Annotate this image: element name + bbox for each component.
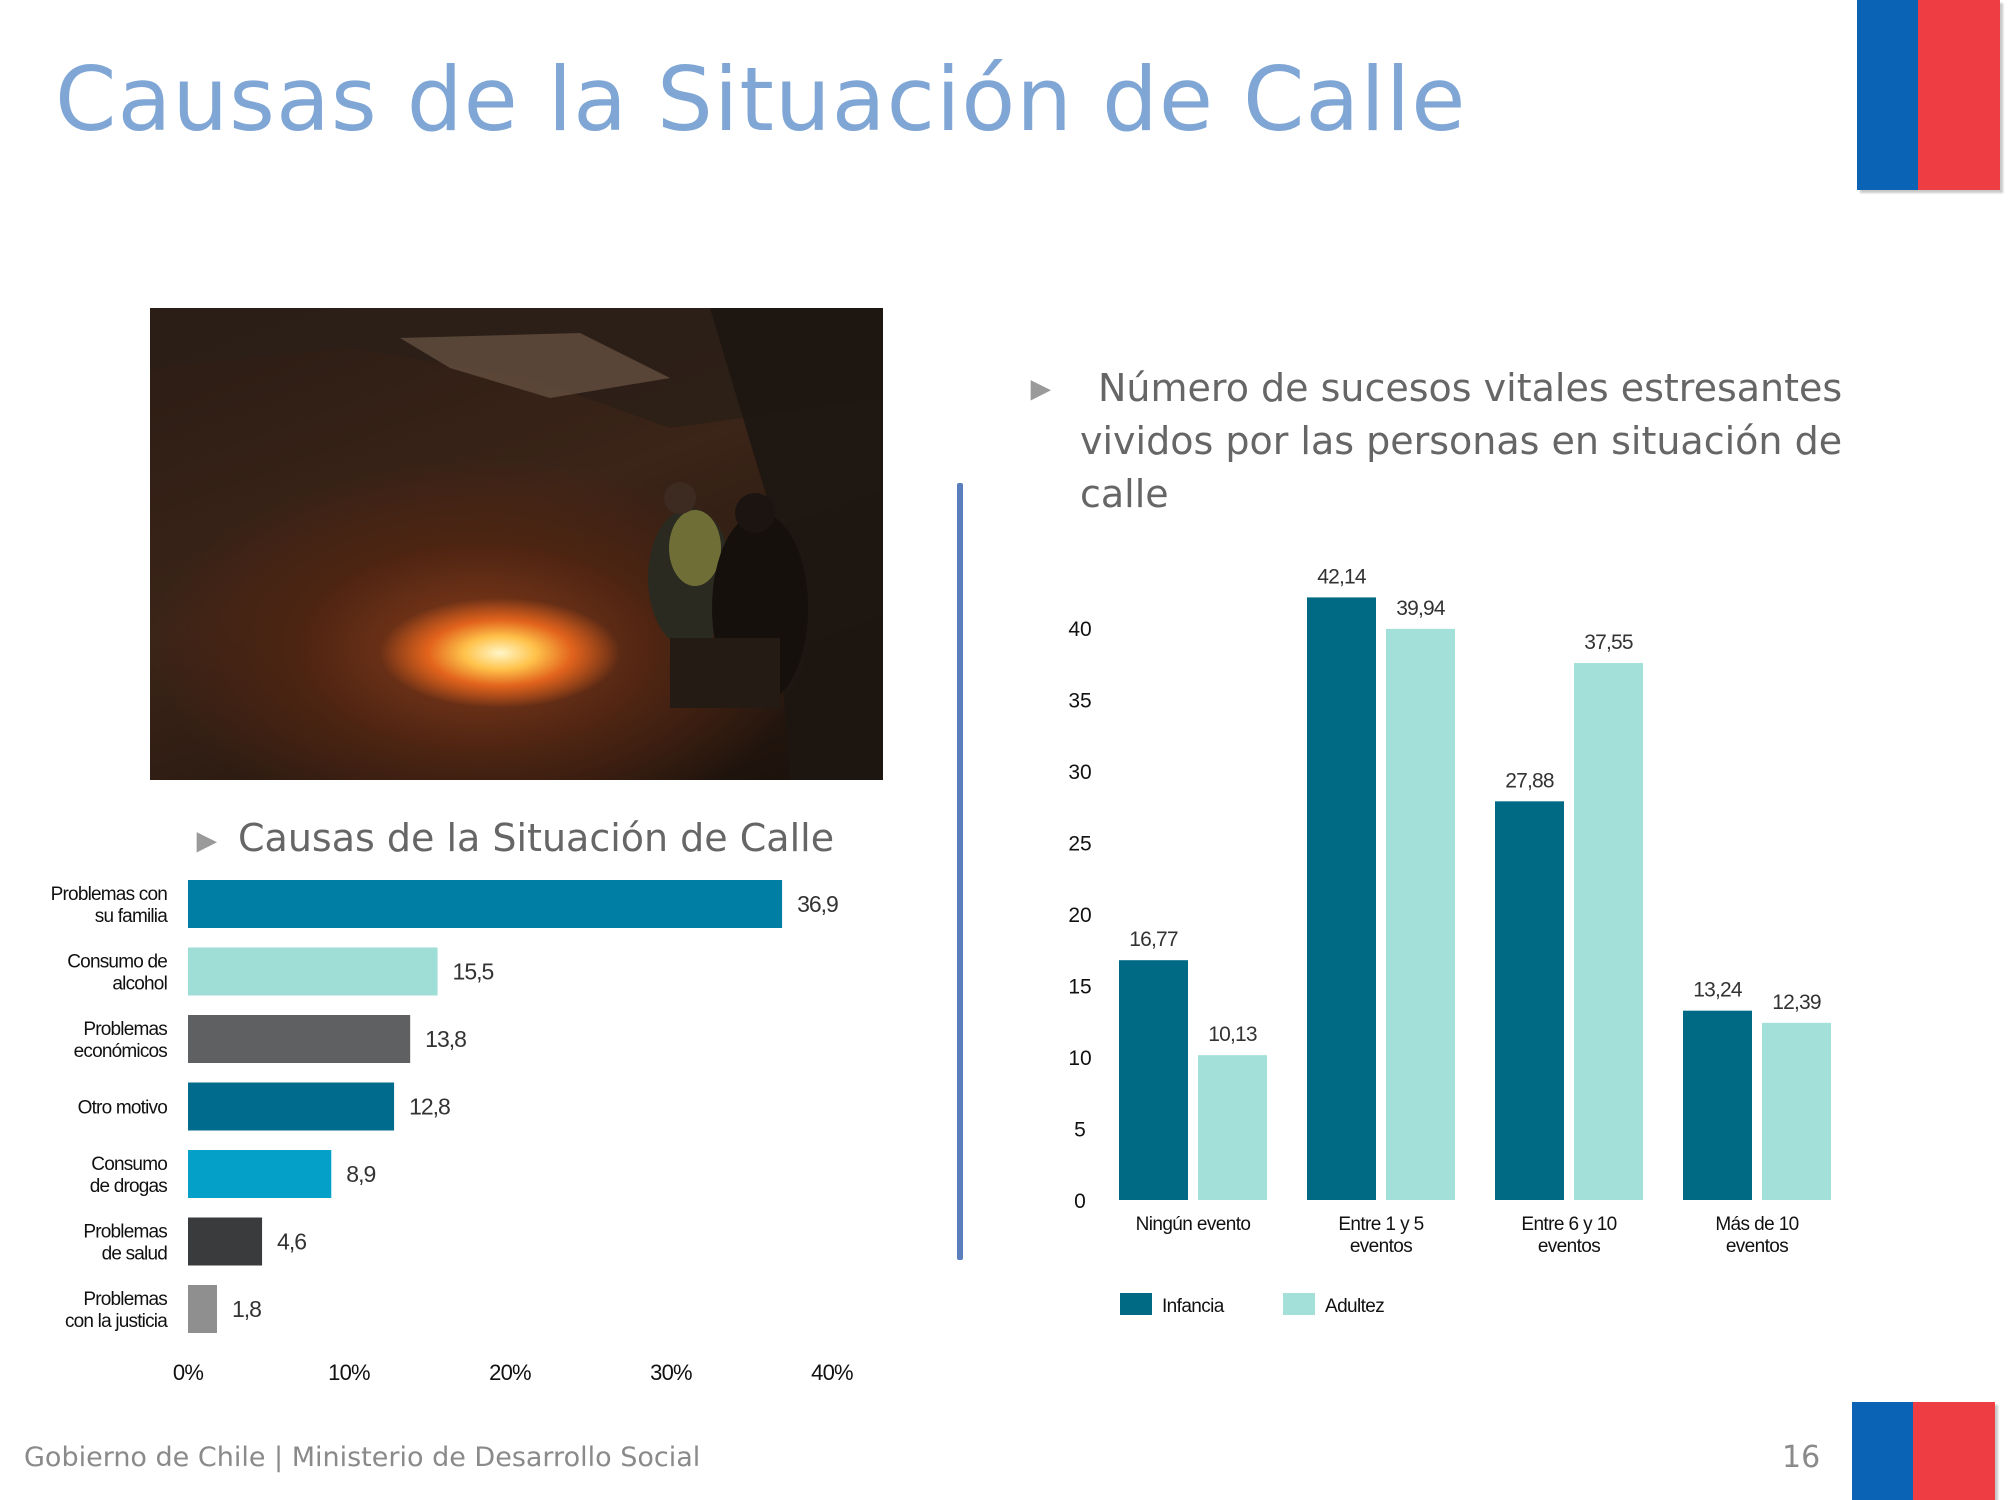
causes-bar-4 xyxy=(188,1150,332,1198)
causes-category-label-3-0: Otro motivo xyxy=(78,1098,168,1119)
legend-label-infancia: Infancia xyxy=(1162,1296,1225,1317)
events-y-tick-8: 40 xyxy=(1068,618,1091,641)
footer-text: Gobierno de Chile | Ministerio de Desarr… xyxy=(24,1442,701,1473)
causes-value-label-1: 15,5 xyxy=(453,959,494,985)
events-y-tick-2: 10 xyxy=(1068,1047,1091,1070)
events-value-label-adultez-0: 10,13 xyxy=(1208,1023,1257,1046)
events-y-tick-5: 25 xyxy=(1068,833,1091,856)
events-value-label-adultez-2: 37,55 xyxy=(1584,631,1633,654)
causes-category-label-5-0: Problemas xyxy=(83,1222,167,1243)
right-chart-subtitle: Número de sucesos vitales estresantes vi… xyxy=(1080,362,1843,521)
life-events-bar-chart: 0 5 10 15 20 25 30 35 40 16,77 10,13 Ningún evento 4… xyxy=(1068,565,1831,1317)
events-y-tick-0: 0 xyxy=(1074,1190,1086,1213)
events-category-label-2-1: eventos xyxy=(1538,1236,1600,1257)
causes-category-label-4-1: de drogas xyxy=(90,1176,168,1197)
right-subtitle-line-3: calle xyxy=(1080,472,1169,516)
events-value-label-infancia-3: 13,24 xyxy=(1693,979,1743,1002)
causes-category-label-4-0: Consumo xyxy=(91,1154,167,1175)
photo-scene xyxy=(150,308,883,780)
right-subtitle-line-2: vividos por las personas en situación de xyxy=(1080,419,1843,463)
events-category-label-1-0: Entre 1 y 5 xyxy=(1338,1214,1423,1235)
events-value-label-adultez-3: 12,39 xyxy=(1772,991,1821,1014)
events-category-label-2-0: Entre 6 y 10 xyxy=(1521,1214,1616,1235)
events-y-tick-1: 5 xyxy=(1074,1119,1086,1142)
causes-value-label-4: 8,9 xyxy=(346,1161,375,1187)
events-bar-adultez-0 xyxy=(1198,1055,1267,1200)
page-number: 16 xyxy=(1782,1440,1821,1475)
causes-category-label-0-0: Problemas con xyxy=(51,884,168,905)
events-category-label-3-1: eventos xyxy=(1726,1236,1788,1257)
left-chart-subtitle: Causas de la Situación de Calle xyxy=(238,816,835,860)
causes-category-label-6-1: con la justicia xyxy=(65,1311,168,1332)
events-y-tick-6: 30 xyxy=(1068,761,1091,784)
causes-value-label-6: 1,8 xyxy=(232,1296,261,1322)
causes-x-tick-1: 10% xyxy=(328,1360,370,1385)
street-photo xyxy=(150,308,883,780)
events-category-label-3-0: Más de 10 xyxy=(1715,1214,1798,1235)
events-y-tick-3: 15 xyxy=(1068,976,1091,999)
events-value-label-infancia-0: 16,77 xyxy=(1129,928,1178,951)
right-subtitle-arrow-icon: ► xyxy=(1024,370,1058,408)
events-bar-adultez-1 xyxy=(1386,628,1455,1200)
page-title: Causas de la Situación de Calle xyxy=(55,48,1467,151)
causes-category-label-0-1: su familia xyxy=(95,906,168,927)
events-bar-infancia-0 xyxy=(1119,960,1188,1200)
legend-label-adultez: Adultez xyxy=(1325,1296,1384,1317)
left-subtitle-arrow-icon: ► xyxy=(190,822,224,860)
causes-category-label-2-0: Problemas xyxy=(83,1019,167,1040)
causes-category-label-2-1: económicos xyxy=(74,1041,168,1062)
events-category-label-1-1: eventos xyxy=(1350,1236,1412,1257)
events-value-label-infancia-2: 27,88 xyxy=(1505,769,1554,792)
causes-value-label-3: 12,8 xyxy=(409,1094,450,1120)
events-bar-infancia-1 xyxy=(1307,597,1376,1200)
causes-x-tick-2: 20% xyxy=(489,1360,531,1385)
causes-category-label-1-0: Consumo de xyxy=(67,952,167,973)
causes-bar-1 xyxy=(188,947,438,996)
events-bar-infancia-2 xyxy=(1495,801,1564,1200)
events-value-label-infancia-1: 42,14 xyxy=(1317,565,1367,588)
causes-value-label-0: 36,9 xyxy=(797,891,838,917)
causes-value-label-2: 13,8 xyxy=(425,1026,466,1052)
causes-bar-0 xyxy=(188,880,783,928)
right-subtitle-line-1: Número de sucesos vitales estresantes xyxy=(1098,366,1843,410)
vertical-divider xyxy=(957,483,963,1260)
causes-x-tick-0: 0% xyxy=(173,1360,203,1385)
causes-bar-3 xyxy=(188,1082,395,1131)
events-y-tick-7: 35 xyxy=(1068,690,1091,713)
events-value-label-adultez-1: 39,94 xyxy=(1396,597,1446,620)
causes-bar-5 xyxy=(188,1217,263,1266)
chile-flag-top xyxy=(1857,0,2000,190)
events-y-tick-4: 20 xyxy=(1068,904,1091,927)
legend-swatch-adultez xyxy=(1283,1293,1315,1315)
causes-x-tick-3: 30% xyxy=(650,1360,692,1385)
legend-swatch-infancia xyxy=(1120,1293,1152,1315)
causes-x-tick-4: 40% xyxy=(811,1360,853,1385)
causes-bar-2 xyxy=(188,1015,411,1063)
causes-category-label-5-1: de salud xyxy=(102,1244,168,1265)
chile-flag-bottom xyxy=(1852,1402,1995,1500)
causes-category-label-1-1: alcohol xyxy=(112,974,167,995)
causes-bar-6 xyxy=(188,1285,217,1333)
events-category-label-0-0: Ningún evento xyxy=(1136,1214,1251,1235)
events-bar-infancia-3 xyxy=(1683,1010,1752,1200)
events-bar-adultez-3 xyxy=(1762,1022,1831,1200)
events-bar-adultez-2 xyxy=(1574,663,1643,1200)
causes-value-label-5: 4,6 xyxy=(277,1229,306,1255)
causes-category-label-6-0: Problemas xyxy=(83,1289,167,1310)
